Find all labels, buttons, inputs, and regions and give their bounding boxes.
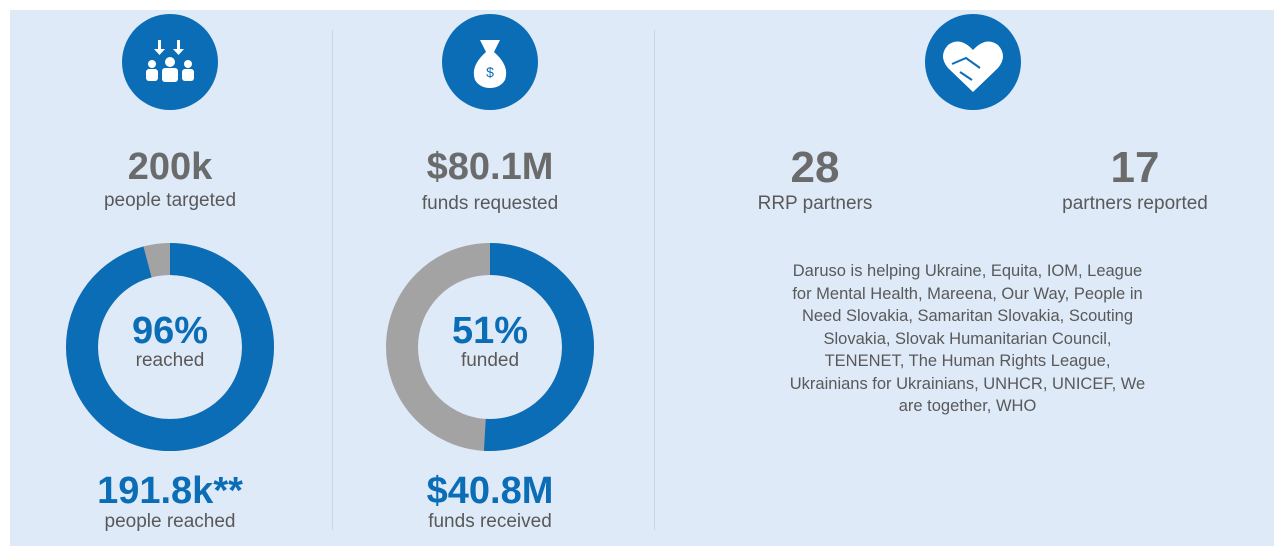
reached-value: 191.8k** — [97, 470, 243, 512]
targeted-value: 200k — [127, 146, 213, 188]
donut-arc — [386, 243, 594, 451]
handshake-icon — [925, 14, 1021, 110]
rrp-value: 28 — [790, 143, 840, 192]
rrp-label: RRP partners — [757, 193, 873, 214]
percent-caption: reached — [135, 350, 205, 371]
percent-label: 51% — [451, 310, 529, 352]
reached-label: people reached — [104, 511, 236, 532]
targeted-label: people targeted — [103, 190, 237, 211]
reported-label: partners reported — [1062, 193, 1208, 214]
percent-label: 96% — [131, 310, 209, 352]
requested-value: $80.1M — [426, 146, 554, 188]
people-icon — [122, 14, 218, 110]
money-icon: $ — [442, 14, 538, 110]
divider — [332, 30, 333, 530]
received-value: $40.8M — [426, 470, 554, 512]
reported-value: 17 — [1110, 143, 1160, 192]
requested-label: funds requested — [421, 193, 559, 214]
received-label: funds received — [428, 511, 552, 532]
divider — [654, 30, 655, 530]
svg-text:$: $ — [486, 64, 494, 80]
partner-list: Daruso is helping Ukraine, Equita, IOM, … — [789, 262, 1146, 415]
percent-caption: funded — [460, 350, 520, 371]
donut-arc — [66, 243, 274, 451]
